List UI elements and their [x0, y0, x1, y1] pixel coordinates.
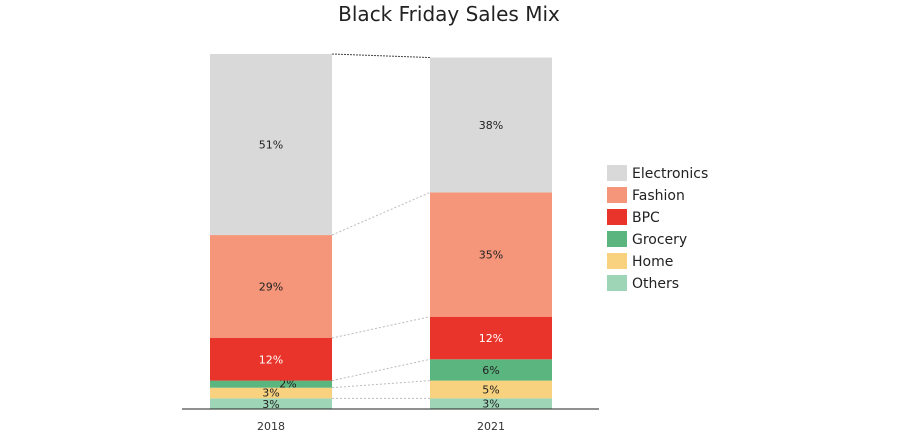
connector-line: [331, 191, 431, 236]
legend-swatch-home: [607, 253, 627, 269]
legend-swatch-electronics: [607, 165, 627, 181]
x-axis-ticks: 2018 2021: [257, 420, 505, 433]
data-label-others-2021: 3%: [482, 398, 499, 411]
connector-line: [331, 358, 431, 382]
bar-others-2021: [430, 398, 552, 409]
x-tick-label-2018: 2018: [257, 420, 285, 433]
data-label-electronics-2018: 51%: [259, 139, 283, 152]
chart-title: Black Friday Sales Mix: [338, 2, 560, 26]
stacked-bars: 3%3%2%12%29%51%3%5%6%12%35%38%: [210, 54, 552, 411]
legend: Electronics Fashion BPC Grocery Home Others: [607, 165, 708, 292]
data-label-grocery-2021: 6%: [482, 364, 499, 377]
legend-swatch-fashion: [607, 187, 627, 203]
connector-line: [331, 380, 431, 389]
legend-label-others: Others: [632, 276, 679, 292]
data-label-bpc-2018: 12%: [259, 353, 283, 366]
connector-line: [331, 316, 431, 339]
bar-grocery-2021: [430, 359, 552, 381]
connector-lines: [331, 53, 431, 399]
legend-label-home: Home: [632, 254, 673, 270]
bar-home-2021: [430, 380, 552, 399]
bar-home-2018: [210, 387, 332, 399]
bar-fashion-2021: [430, 192, 552, 317]
legend-label-bpc: BPC: [632, 210, 660, 226]
bar-bpc-2018: [210, 338, 332, 381]
legend-label-electronics: Electronics: [632, 166, 708, 182]
x-tick-label-2021: 2021: [477, 420, 505, 433]
data-label-others-2018: 3%: [262, 398, 279, 411]
legend-swatch-grocery: [607, 231, 627, 247]
connector-line: [331, 53, 431, 59]
bar-grocery-2018: [210, 380, 332, 388]
data-label-bpc-2021: 12%: [479, 332, 503, 345]
legend-swatch-bpc: [607, 209, 627, 225]
bar-bpc-2021: [430, 316, 552, 360]
bar-fashion-2018: [210, 235, 332, 338]
data-label-fashion-2018: 29%: [259, 281, 283, 294]
legend-label-grocery: Grocery: [632, 232, 687, 248]
data-label-electronics-2021: 38%: [479, 119, 503, 132]
data-label-grocery-2018: 2%: [279, 378, 296, 391]
data-label-home-2018: 3%: [262, 387, 279, 400]
bar-others-2018: [210, 398, 332, 409]
bar-electronics-2018: [210, 54, 332, 236]
legend-swatch-others: [607, 275, 627, 291]
legend-label-fashion: Fashion: [632, 188, 685, 204]
data-label-fashion-2021: 35%: [479, 249, 503, 262]
data-label-home-2021: 5%: [482, 383, 499, 396]
bar-electronics-2021: [430, 57, 552, 193]
